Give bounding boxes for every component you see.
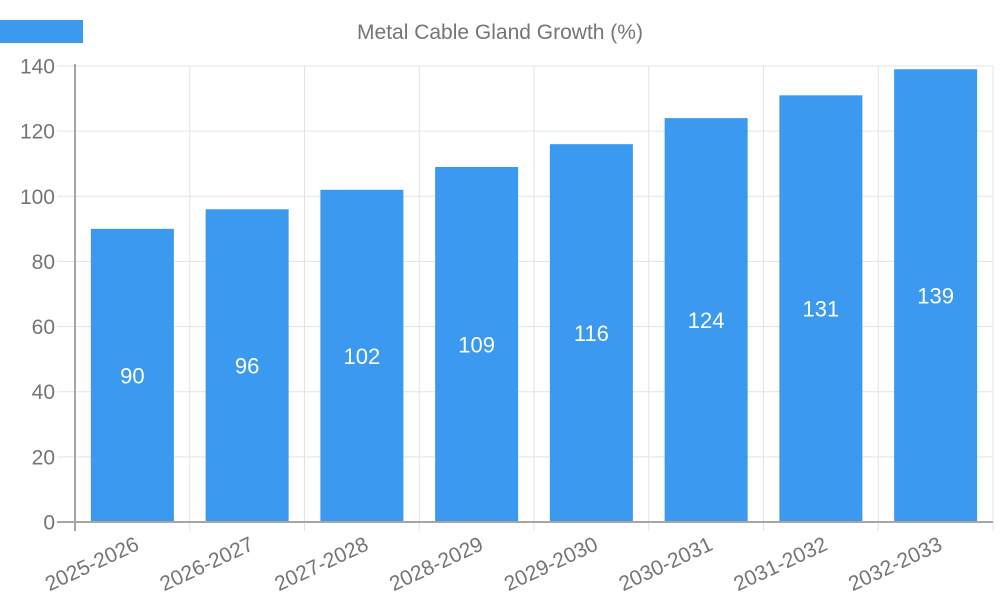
bar-value-label: 96 xyxy=(235,354,259,379)
x-tick-label: 2029-2030 xyxy=(501,533,602,596)
bar-value-label: 124 xyxy=(688,308,725,333)
bar-2031-2032[interactable] xyxy=(779,95,863,523)
y-tick-label: 140 xyxy=(20,56,55,79)
bar-value-label: 109 xyxy=(458,332,495,357)
x-tick-label: 2026-2027 xyxy=(156,533,257,596)
bar-2025-2026[interactable] xyxy=(90,228,174,522)
y-tick-label: 120 xyxy=(20,121,55,144)
bar-value-label: 90 xyxy=(120,363,144,388)
legend: Metal Cable Gland Growth (%) xyxy=(0,20,1000,46)
y-tick-label: 0 xyxy=(43,512,55,535)
y-tick-label: 80 xyxy=(32,251,55,274)
x-tick-label: 2027-2028 xyxy=(271,533,372,596)
legend-label: Metal Cable Gland Growth (%) xyxy=(357,21,643,44)
legend-item[interactable]: Metal Cable Gland Growth (%) xyxy=(0,20,643,46)
legend-swatch-icon xyxy=(0,20,83,43)
bar-2028-2029[interactable] xyxy=(435,166,519,522)
y-tick-label: 20 xyxy=(32,446,55,469)
x-tick-label: 2032-2033 xyxy=(845,533,946,596)
bar-value-label: 116 xyxy=(574,321,609,346)
bar-value-label: 131 xyxy=(803,297,840,322)
bar-2027-2028[interactable] xyxy=(320,189,404,522)
bar-2029-2030[interactable] xyxy=(549,144,633,522)
y-tick-label: 100 xyxy=(20,186,55,209)
y-tick-label: 60 xyxy=(32,316,55,339)
bar-value-label: 139 xyxy=(917,284,954,309)
x-tick-label: 2028-2029 xyxy=(386,533,487,596)
x-tick-label: 2031-2032 xyxy=(730,533,831,596)
bar-2030-2031[interactable] xyxy=(664,118,748,522)
x-tick-label: 2030-2031 xyxy=(615,533,716,596)
y-tick-label: 40 xyxy=(32,381,55,404)
bar-value-label: 102 xyxy=(344,344,381,369)
bar-2026-2027[interactable] xyxy=(205,209,289,523)
bar-2032-2033[interactable] xyxy=(894,69,978,522)
x-tick-label: 2025-2026 xyxy=(42,533,143,596)
